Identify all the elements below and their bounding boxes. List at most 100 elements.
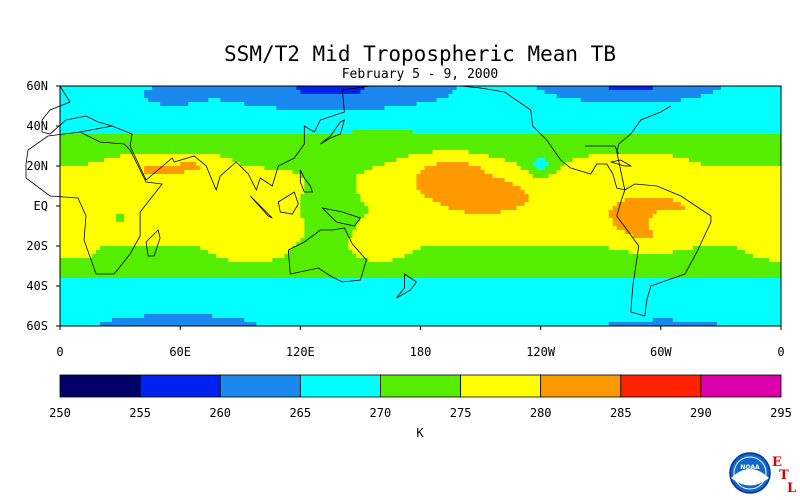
- contour-cell: [616, 226, 650, 231]
- coast-madagascar: [145, 229, 161, 257]
- colorbar-swatch: [219, 374, 301, 398]
- contour-cell: [304, 178, 357, 183]
- x-tick-label: 0: [56, 345, 63, 359]
- contour-cell: [632, 234, 654, 239]
- contour-cell: [624, 198, 674, 203]
- contour-cell: [304, 186, 357, 191]
- contour-cell: [188, 102, 245, 107]
- coast-japan: [320, 119, 346, 145]
- contour-cell: [556, 94, 702, 99]
- contour-cell: [416, 186, 522, 191]
- chart-subtitle: February 5 - 9, 2000: [342, 67, 499, 82]
- contour-cell: [272, 258, 369, 263]
- colorbar-tick-label: 280: [530, 406, 552, 420]
- contour-cell: [348, 238, 782, 243]
- contour-cell: [356, 178, 417, 183]
- contour-cell: [492, 174, 534, 179]
- contour-cell: [520, 166, 538, 171]
- contour-cell: [648, 218, 782, 223]
- colorbar-tick-label: 285: [610, 406, 632, 420]
- contour-cell: [672, 198, 782, 203]
- contour-cell: [60, 154, 121, 159]
- noaa-seal-bird: [731, 469, 769, 486]
- coast-africa: [25, 131, 163, 275]
- contour-cell: [416, 102, 782, 107]
- contour-cell: [352, 130, 413, 135]
- contour-cell: [612, 222, 650, 227]
- contour-cell: [352, 250, 413, 255]
- contour-cell: [144, 314, 213, 319]
- contour-cell: [580, 98, 682, 103]
- contour-cell: [144, 166, 201, 171]
- x-tick-label: 60W: [650, 345, 672, 359]
- contour-cell: [284, 254, 357, 259]
- contour-cell: [124, 214, 301, 219]
- map-plot-area: [25, 85, 782, 327]
- contour-cell: [60, 270, 782, 275]
- contour-cell: [528, 194, 782, 199]
- contour-cell: [60, 234, 305, 239]
- contour-cell: [448, 94, 558, 99]
- contour-cell: [60, 230, 305, 235]
- logo-letter-t: T: [779, 468, 789, 483]
- contour-cell: [296, 242, 349, 247]
- contour-cell: [152, 86, 297, 91]
- contour-cell: [536, 166, 546, 171]
- coast-gulf: [584, 145, 620, 155]
- contour-cell: [60, 290, 782, 295]
- contour-cell: [60, 314, 145, 319]
- colorbar-label: K: [416, 426, 424, 440]
- contour-cell: [60, 110, 782, 115]
- contour-cell: [60, 114, 782, 119]
- x-tick-label: 0: [777, 345, 784, 359]
- contour-cell: [304, 222, 357, 227]
- y-tick-label: 60S: [26, 319, 48, 333]
- x-tick-label: 60E: [169, 345, 191, 359]
- y-tick-label: 20N: [26, 159, 48, 173]
- contour-cell: [304, 230, 353, 235]
- x-tick-label: 180: [410, 345, 432, 359]
- contour-cell: [256, 322, 610, 327]
- contour-cell: [468, 150, 782, 155]
- contour-cell: [516, 206, 614, 211]
- contour-cell: [96, 250, 209, 255]
- contour-cell: [544, 166, 562, 171]
- contour-cell: [468, 162, 518, 167]
- colorbar-swatch: [540, 374, 622, 398]
- contour-cell: [528, 198, 626, 203]
- coast-eurasia: [79, 85, 371, 192]
- noaa-seal-ring: [733, 456, 767, 490]
- temperature-contours: [60, 86, 782, 327]
- contour-cell: [300, 210, 369, 215]
- contour-cell: [652, 230, 782, 235]
- contour-cell: [60, 302, 782, 307]
- contour-cell: [680, 202, 782, 207]
- contour-cell: [608, 246, 694, 251]
- contour-cell: [516, 162, 534, 167]
- contour-cell: [300, 214, 365, 219]
- contour-cell: [536, 86, 610, 91]
- contour-cell: [60, 278, 782, 283]
- contour-cell: [296, 86, 365, 91]
- etl-logo: NOAA E T L: [729, 452, 796, 496]
- contour-cell: [368, 258, 393, 263]
- contour-cell: [60, 202, 301, 207]
- contour-cell: [60, 146, 782, 151]
- contour-cell: [304, 182, 357, 187]
- contour-cell: [60, 246, 101, 251]
- contour-cell: [652, 234, 782, 239]
- contour-cell: [60, 310, 782, 315]
- contour-cell: [124, 218, 305, 223]
- contour-cell: [60, 254, 93, 259]
- contour-cell: [200, 166, 265, 171]
- contour-cell: [60, 226, 305, 231]
- contour-cell: [304, 226, 357, 231]
- colorbar-tick-label: 250: [49, 406, 71, 420]
- contour-cell: [60, 218, 117, 223]
- contour-cell: [60, 158, 105, 163]
- noaa-seal-text: NOAA: [740, 464, 760, 471]
- contour-cell: [500, 210, 610, 215]
- contour-cell: [200, 246, 293, 251]
- contour-cell: [60, 242, 297, 247]
- contour-cell: [360, 194, 425, 199]
